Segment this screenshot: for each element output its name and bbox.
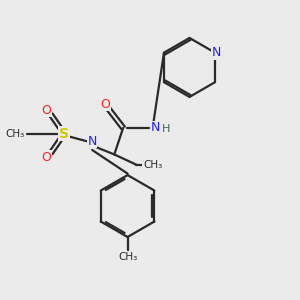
Text: H: H <box>162 124 170 134</box>
Text: S: S <box>59 127 69 141</box>
Text: N: N <box>88 135 97 148</box>
Text: N: N <box>150 122 160 134</box>
Text: CH₃: CH₃ <box>118 252 137 262</box>
Text: CH₃: CH₃ <box>5 129 24 139</box>
Text: O: O <box>100 98 110 111</box>
Text: O: O <box>41 104 51 117</box>
Text: CH₃: CH₃ <box>143 160 162 170</box>
Text: N: N <box>212 46 221 59</box>
Text: O: O <box>41 151 51 164</box>
